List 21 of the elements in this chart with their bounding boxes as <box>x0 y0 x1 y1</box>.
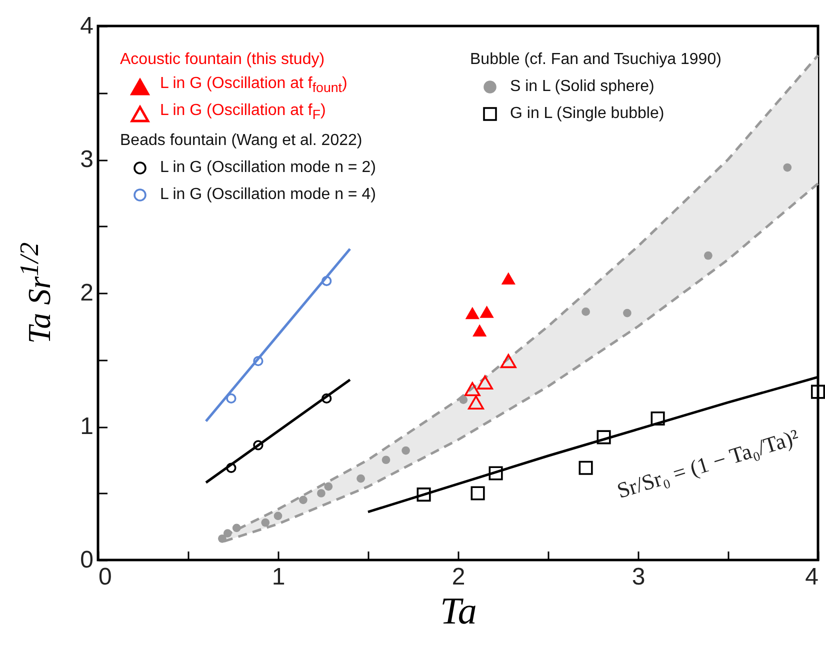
legend-label: L in G (Oscillation at f$_{F}$) <box>160 101 326 125</box>
y-tick-label: 0 <box>80 546 94 574</box>
legend-label: S in L (Solid sphere) <box>510 76 654 96</box>
x-axis-title: Ta <box>440 590 477 632</box>
legend-label: L in G (Oscillation mode n = 2) <box>160 158 376 178</box>
y-tick-label: 2 <box>80 280 94 306</box>
x-tick-label: 1 <box>272 564 286 590</box>
y-tick-label: 3 <box>80 146 94 173</box>
x-tick-label: 0 <box>98 564 112 590</box>
annotation: Acoustic fountain (this study) <box>120 50 326 70</box>
legend-label: L in G (Oscillation mode n = 4) <box>160 184 376 204</box>
annotation: Beads fountain (Wang et al. 2022) <box>120 130 364 150</box>
legend-label: L in G (Oscillation at f$_{fount}$) <box>160 74 348 98</box>
legend-label: G in L (Single bubble) <box>510 104 664 124</box>
x-tick-label: 2 <box>452 564 466 590</box>
y-tick-label: 1 <box>80 413 94 440</box>
annotation: Sr/Sr₀ = (1 − Ta₀/Ta)² <box>614 424 802 504</box>
x-tick-label: 4 <box>805 564 818 590</box>
annotation: Bubble (cf. Fan and Tsuchiya 1990) <box>470 50 722 70</box>
y-tick-label: 4 <box>80 12 94 40</box>
x-tick-label: 3 <box>632 564 646 590</box>
